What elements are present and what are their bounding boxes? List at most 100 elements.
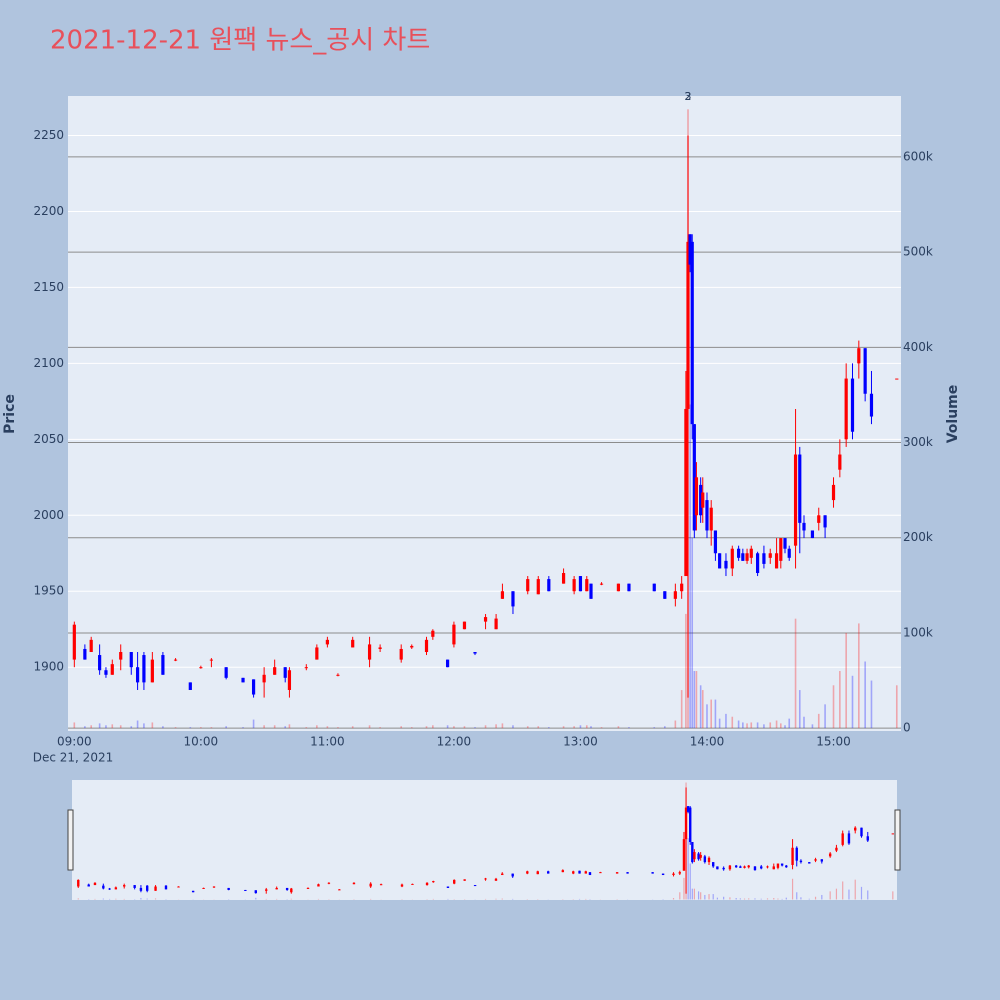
volume-bar	[200, 727, 202, 729]
range-handle[interactable]	[67, 809, 74, 871]
x-tick-label: 12:00	[437, 735, 472, 749]
candle-body	[588, 872, 592, 876]
volume-bar	[98, 723, 101, 729]
candle-body	[850, 378, 855, 432]
volume-bar	[845, 632, 847, 729]
candle-body	[684, 807, 688, 840]
volume-bar	[305, 727, 308, 729]
candle-body	[199, 667, 203, 669]
volume-bar	[680, 690, 683, 729]
candle-body	[150, 659, 154, 683]
volume-bar	[714, 699, 717, 729]
volume-bar	[737, 720, 740, 729]
candle-body	[785, 865, 788, 868]
volume-bar	[693, 888, 696, 900]
candle-body	[737, 548, 741, 558]
candle-body	[673, 591, 677, 599]
candle-body	[285, 887, 289, 890]
candle-body	[501, 873, 504, 876]
volume-bar	[854, 879, 856, 900]
candle-body	[768, 553, 772, 558]
volume-bar	[242, 727, 244, 729]
range-handle[interactable]	[894, 809, 901, 871]
candle-body	[173, 659, 178, 661]
volume-bar	[851, 675, 854, 729]
chart-title: 2021-12-21 원팩 뉴스_공시 차트	[50, 26, 430, 56]
candle-body	[895, 378, 899, 380]
volume-bar	[817, 713, 820, 729]
volume-bar	[700, 892, 702, 900]
volume-bar	[832, 685, 835, 729]
candle-body	[626, 872, 629, 874]
candle-body	[749, 548, 753, 558]
candle-body	[473, 652, 477, 654]
volume-bar	[685, 613, 687, 729]
volume-bar	[693, 671, 696, 729]
volume-bar	[573, 726, 575, 729]
candle-body	[133, 885, 136, 888]
volume-bar	[115, 898, 117, 900]
volume-bar	[578, 898, 581, 900]
x-tick-label: 11:00	[310, 735, 345, 749]
candle-body	[703, 856, 707, 863]
volume-bar	[154, 898, 157, 900]
candle-body	[483, 617, 488, 622]
x-tick-label: 09:00	[57, 735, 92, 749]
volume-bar	[600, 727, 603, 729]
candle-body	[741, 553, 745, 561]
volume-bar	[716, 897, 718, 900]
candle-body	[699, 854, 702, 858]
candle-body	[494, 878, 498, 881]
candle-body	[854, 827, 857, 831]
candle-body	[745, 553, 749, 561]
volume-bar	[162, 726, 164, 729]
candle-body	[108, 888, 111, 890]
volume-bar	[77, 898, 79, 900]
candle-body	[627, 583, 631, 592]
candle-body	[772, 866, 775, 870]
candle-body	[536, 579, 540, 595]
candle-body	[378, 647, 382, 649]
candle-body	[743, 866, 746, 868]
y2-tick-label: 500k	[903, 245, 933, 259]
volume-bar	[687, 838, 689, 900]
y2-tick-label: 400k	[903, 340, 933, 354]
volume-bar	[892, 891, 894, 900]
volume-bar	[731, 716, 734, 729]
candle-body	[379, 884, 383, 886]
candle-body	[589, 583, 593, 599]
volume-bar	[495, 898, 497, 900]
candle-body	[452, 624, 456, 645]
candle-body	[369, 883, 372, 887]
volume-bar	[501, 723, 504, 729]
volume-bar	[252, 719, 255, 729]
candle-body	[866, 836, 869, 841]
volume-bar	[689, 404, 691, 729]
volume-bar	[754, 898, 756, 900]
volume-bar	[273, 725, 276, 729]
candle-body	[275, 887, 278, 890]
candle-body	[411, 883, 414, 885]
volume-bar	[695, 671, 698, 729]
candle-body	[352, 882, 356, 885]
volume-bar	[766, 898, 769, 900]
candle-body	[123, 885, 126, 887]
candle-body	[578, 576, 583, 592]
candle-body	[774, 553, 779, 569]
volume-bar	[276, 898, 278, 900]
candle-body	[202, 887, 205, 889]
candle-body	[154, 886, 157, 891]
candle-body	[484, 878, 487, 880]
range-slider[interactable]	[72, 780, 897, 900]
candle-body	[265, 889, 268, 891]
y2-tick-label: 600k	[903, 149, 933, 163]
candle-body	[701, 492, 705, 508]
candle-body	[399, 648, 403, 660]
volume-bar	[108, 898, 111, 900]
volume-bar	[317, 898, 320, 900]
volume-bar	[679, 892, 681, 900]
volume-bar	[585, 725, 588, 729]
candle-body	[327, 882, 331, 884]
volume-bar	[290, 898, 292, 900]
volume-bar	[189, 727, 192, 729]
